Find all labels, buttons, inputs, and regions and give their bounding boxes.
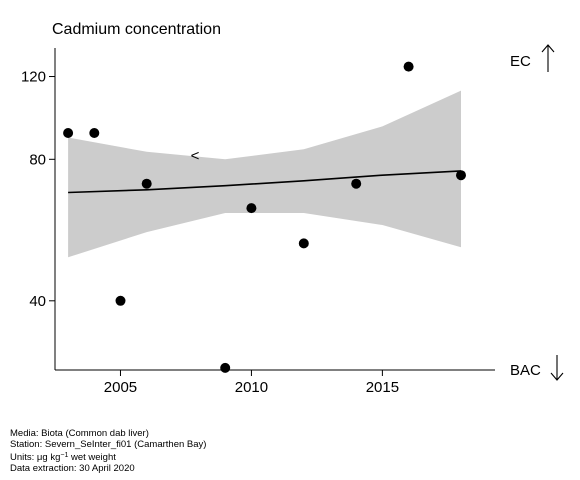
data-point [403, 61, 414, 72]
data-point [115, 295, 126, 306]
data-point [63, 128, 74, 138]
less-than-marker: < [191, 148, 200, 165]
trend-line-layer [68, 170, 462, 194]
data-point [456, 170, 466, 181]
confidence-band-layer [68, 90, 461, 258]
ec-label: EC [510, 53, 531, 70]
trend-line [68, 170, 462, 194]
arrow-up-icon [541, 44, 555, 72]
bac-label: BAC [510, 362, 541, 379]
y-tick-label: 80 [29, 151, 46, 168]
chart-title: Cadmium concentration [52, 21, 221, 38]
axes: 40 80 120 2005 2010 2015 [21, 48, 495, 396]
data-point [298, 238, 309, 249]
footer-units: Units: μg kg−1 wet weight [10, 452, 116, 463]
data-point [141, 178, 152, 189]
data-point [351, 178, 362, 189]
x-tick-label: 2005 [104, 379, 137, 396]
chart: Cadmium concentration < 40 80 120 2005 2010 2… [21, 21, 564, 396]
chart-footer: Media: Biota (Common dab liver) Station:… [10, 428, 206, 474]
y-tick-label: 40 [29, 293, 46, 310]
confidence-band [68, 90, 461, 258]
footer-extraction: Data extraction: 30 April 2020 [10, 463, 135, 474]
data-point [220, 362, 231, 373]
footer-media: Media: Biota (Common dab liver) [10, 428, 149, 439]
x-tick-label: 2010 [235, 379, 268, 396]
arrow-down-icon [550, 355, 564, 381]
data-point [246, 203, 257, 214]
x-tick-label: 2015 [366, 379, 399, 396]
y-tick-label: 120 [21, 69, 46, 86]
footer-station: Station: Severn_SeInter_fi01 (Camarthen … [10, 439, 207, 450]
data-point [89, 128, 100, 138]
